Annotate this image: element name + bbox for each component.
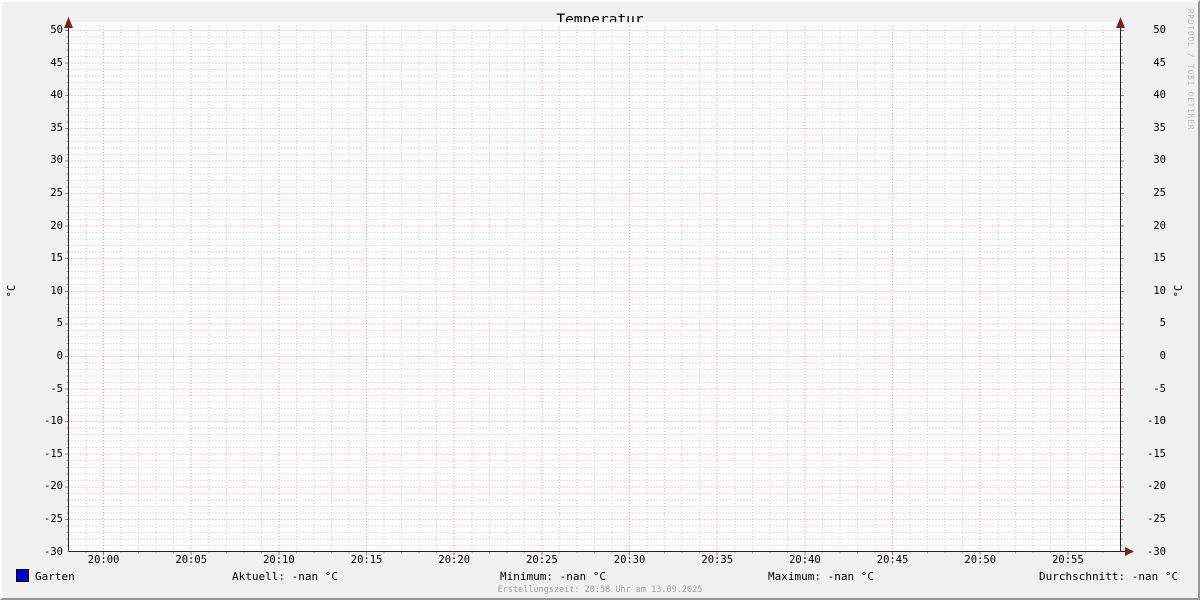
y-tick-label: 10 bbox=[1153, 284, 1166, 297]
series-label: Garten bbox=[35, 570, 75, 583]
y-tick-label: 20 bbox=[1153, 219, 1166, 232]
stat-minimum: Minimum: -nan °C bbox=[500, 570, 606, 583]
y-tick-label: 20 bbox=[50, 219, 63, 232]
y-tick-label: 15 bbox=[1153, 252, 1166, 265]
x-tick-label: 20:25 bbox=[526, 554, 558, 566]
y-tick-label: 10 bbox=[50, 284, 63, 297]
y-tick-label: 25 bbox=[1153, 186, 1166, 199]
y-tick-label: 0 bbox=[56, 349, 63, 362]
legend-row: Garten Aktuell: -nan °C Minimum: -nan °C… bbox=[2, 568, 1198, 584]
x-tick-label: 20:45 bbox=[876, 554, 909, 566]
stat-durchschnitt: Durchschnitt: -nan °C bbox=[1039, 570, 1179, 583]
y-tick-label: 45 bbox=[1153, 56, 1166, 69]
y-tick-label: 40 bbox=[50, 89, 63, 102]
x-tick-label: 20:00 bbox=[87, 554, 120, 566]
y-tick-label: 5 bbox=[1159, 317, 1166, 330]
y-tick-label: -10 bbox=[44, 415, 63, 428]
y-tick-label: -20 bbox=[1147, 480, 1166, 493]
y-axis-unit-left: °C bbox=[6, 284, 18, 298]
x-tick-label: 20:35 bbox=[701, 554, 734, 566]
x-tick-label: 20:10 bbox=[263, 554, 295, 566]
y-tick-label: -10 bbox=[1147, 415, 1166, 428]
x-tick-label: 20:20 bbox=[438, 554, 471, 566]
y-tick-label: 50 bbox=[1153, 24, 1166, 36]
y-tick-label: 50 bbox=[50, 24, 63, 36]
x-tick-label: 20:30 bbox=[613, 554, 646, 566]
x-tick-label: 20:40 bbox=[789, 554, 821, 566]
x-tick-label: 20:50 bbox=[964, 554, 997, 566]
y-tick-label: 25 bbox=[50, 186, 63, 199]
series-color-swatch bbox=[16, 569, 29, 582]
x-tick-label: 20:05 bbox=[175, 554, 208, 566]
y-tick-label: -30 bbox=[1147, 545, 1166, 558]
y-tick-label: 30 bbox=[1153, 154, 1166, 167]
y-axis-unit-right: °C bbox=[1173, 284, 1185, 298]
y-tick-label: -5 bbox=[1153, 382, 1166, 395]
stat-maximum: Maximum: -nan °C bbox=[768, 570, 874, 583]
creation-timestamp: Erstellungszeit: 20:58 Uhr am 13.09.2025 bbox=[497, 585, 703, 595]
stat-aktuell: Aktuell: -nan °C bbox=[232, 570, 338, 583]
y-tick-label: 0 bbox=[1159, 349, 1166, 362]
y-tick-label: 40 bbox=[1153, 89, 1166, 102]
y-tick-label: -30 bbox=[44, 545, 63, 558]
y-tick-label: 35 bbox=[1153, 121, 1166, 134]
y-tick-label: -25 bbox=[44, 512, 63, 525]
y-tick-label: 15 bbox=[50, 252, 63, 265]
rrdtool-watermark: RRDTOOL / TOBI OETIKER bbox=[1186, 9, 1195, 131]
x-tick-label: 20:55 bbox=[1052, 554, 1084, 566]
y-tick-label: -25 bbox=[1147, 512, 1166, 525]
x-tick-label: 20:15 bbox=[350, 554, 383, 566]
y-tick-label: 5 bbox=[56, 317, 63, 330]
y-tick-label: 35 bbox=[50, 121, 63, 134]
y-tick-label: 30 bbox=[50, 154, 63, 167]
y-tick-label: 45 bbox=[50, 56, 63, 69]
y-tick-label: -15 bbox=[44, 447, 63, 460]
y-tick-label: -5 bbox=[50, 382, 63, 395]
y-tick-label: -15 bbox=[1147, 447, 1166, 460]
y-tick-label: -20 bbox=[44, 480, 63, 493]
